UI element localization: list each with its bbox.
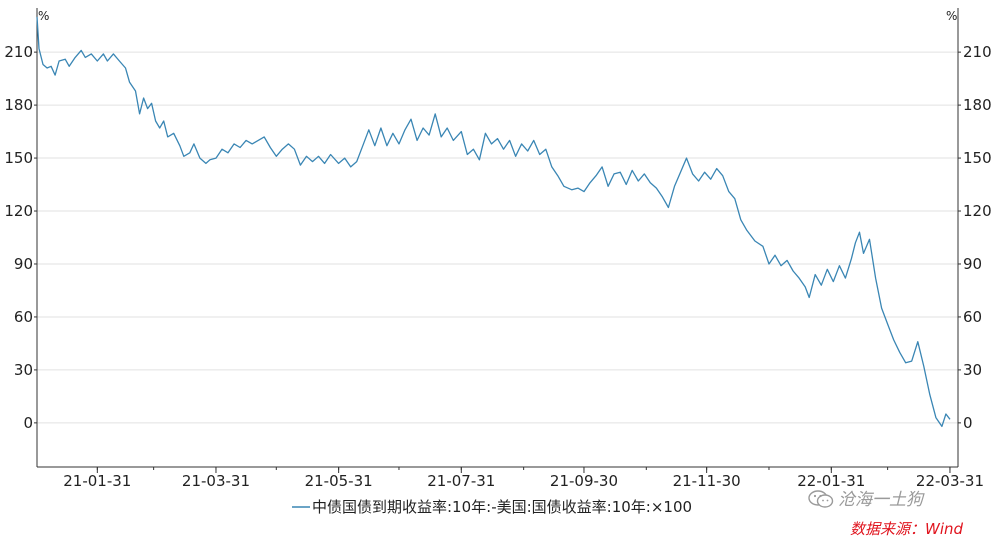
x-tick-label: 21-05-31 xyxy=(305,472,373,490)
y-tick-label-left: 90 xyxy=(14,255,33,273)
y-axis-right-ticks: 0 30 60 90 120 150 180 210 xyxy=(963,43,992,432)
series-line xyxy=(36,16,951,428)
x-tick-label: 22-01-31 xyxy=(797,472,865,490)
legend-label: 中债国债到期收益率:10年:-美国:国债收益率:10年:×100 xyxy=(312,498,692,516)
y-tick-label-left: 0 xyxy=(23,414,33,432)
y-tick-label-right: 30 xyxy=(963,361,982,379)
data-source: 数据来源：Wind xyxy=(850,520,964,538)
y-tick-label-right: 150 xyxy=(963,149,992,167)
y-tick-label-right: 90 xyxy=(963,255,982,273)
y-tick-label-right: 60 xyxy=(963,308,982,326)
y-tick-label-right: 210 xyxy=(963,43,992,61)
y-tick-label-left: 120 xyxy=(4,202,33,220)
series-group xyxy=(36,16,951,428)
y-tick-label-left: 30 xyxy=(14,361,33,379)
wechat-icon xyxy=(808,490,834,508)
y-axis-left-unit: % xyxy=(38,9,49,23)
y-tick-label-left: 180 xyxy=(4,96,33,114)
x-axis-ticks: 21-01-31 21-03-31 21-05-31 21-07-31 21-09-30… xyxy=(63,472,984,490)
x-tick-label: 21-01-31 xyxy=(63,472,131,490)
watermark-text: 沧海一土狗 xyxy=(838,490,923,510)
y-tick-label-right: 180 xyxy=(963,96,992,114)
x-tick-label: 21-07-31 xyxy=(427,472,495,490)
y-tick-label-left: 150 xyxy=(4,149,33,167)
legend: 中债国债到期收益率:10年:-美国:国债收益率:10年:×100 xyxy=(292,498,692,516)
y-tick-label-left: 60 xyxy=(14,308,33,326)
x-tick-label: 21-09-30 xyxy=(550,472,618,490)
y-axis-right-unit: % xyxy=(946,9,957,23)
axes xyxy=(34,8,961,473)
x-tick-label: 21-11-30 xyxy=(673,472,741,490)
y-axis-left-ticks: 0 30 60 90 120 150 180 210 xyxy=(4,43,33,432)
y-tick-label-right: 0 xyxy=(963,414,973,432)
watermark: 沧海一土狗 xyxy=(808,485,923,510)
x-tick-label: 22-03-31 xyxy=(916,472,984,490)
y-tick-label-left: 210 xyxy=(4,43,33,61)
grid xyxy=(37,51,958,424)
x-tick-label: 21-03-31 xyxy=(182,472,250,490)
y-tick-label-right: 120 xyxy=(963,202,992,220)
